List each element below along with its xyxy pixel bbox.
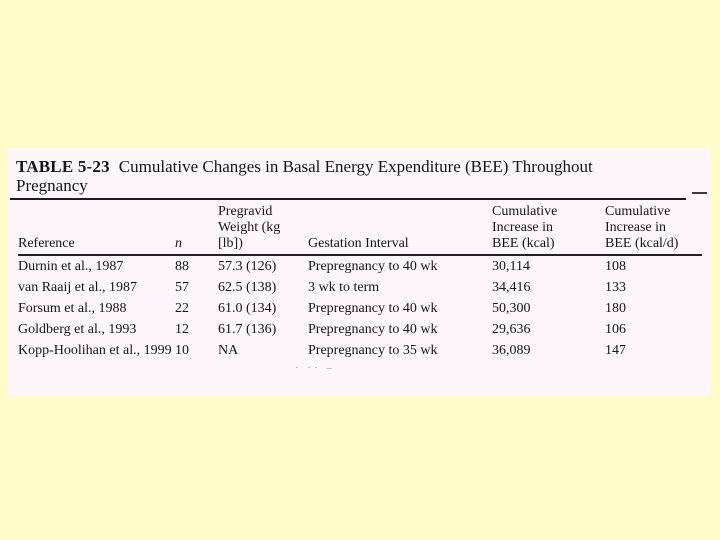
table-header: Reference n Pregravid Weight (kg [lb]) G… — [18, 200, 702, 256]
table-title-text: Cumulative Changes in Basal Energy Expen… — [16, 157, 593, 195]
cell-bee-kcal: 34,416 — [492, 280, 531, 295]
cell-n: 10 — [175, 343, 189, 358]
column-header-gestation-interval: Gestation Interval — [308, 200, 492, 256]
cell-reference: Kopp-Hoolihan et al., 1999 — [18, 343, 172, 358]
cell-gestation: Prepregnancy to 40 wk — [308, 259, 438, 274]
table-row: Forsum et al., 1988 22 61.0 (134) Prepre… — [18, 298, 702, 319]
cell-gestation: Prepregnancy to 40 wk — [308, 322, 438, 337]
cell-bee-kcald: 108 — [605, 259, 626, 274]
column-header-reference: Reference — [18, 200, 175, 256]
cell-bee-kcal: 50,300 — [492, 301, 531, 316]
cell-gestation: 3 wk to term — [308, 280, 380, 295]
cell-bee-kcald: 106 — [605, 322, 626, 337]
cell-n: 88 — [175, 259, 189, 274]
bee-data-table: Reference n Pregravid Weight (kg [lb]) G… — [18, 200, 702, 361]
title-rule-dash-artifact — [692, 192, 707, 194]
scan-noise-artifact: · ·· – — [295, 362, 335, 374]
cell-weight: 61.0 (134) — [218, 301, 277, 316]
cell-weight: 62.5 (138) — [218, 280, 277, 295]
table-header-row: Reference n Pregravid Weight (kg [lb]) G… — [18, 200, 702, 256]
table-row: Goldberg et al., 1993 12 61.7 (136) Prep… — [18, 319, 702, 340]
cell-reference: van Raaij et al., 1987 — [18, 280, 137, 295]
scanned-table-panel: TABLE 5-23 Cumulative Changes in Basal En… — [8, 148, 710, 395]
table-row: Kopp-Hoolihan et al., 1999 10 NA Prepreg… — [18, 340, 702, 361]
column-header-n: n — [175, 200, 218, 256]
cell-gestation: Prepregnancy to 35 wk — [308, 343, 438, 358]
table-row: van Raaij et al., 1987 57 62.5 (138) 3 w… — [18, 277, 702, 298]
cell-bee-kcald: 147 — [605, 343, 626, 358]
cell-bee-kcal: 29,636 — [492, 322, 531, 337]
cell-reference: Durnin et al., 1987 — [18, 259, 124, 274]
table-body: Durnin et al., 1987 88 57.3 (126) Prepre… — [18, 255, 702, 361]
column-header-cumulative-bee-kcald: Cumulative Increase in BEE (kcal/d) — [605, 200, 702, 256]
table-row: Durnin et al., 1987 88 57.3 (126) Prepre… — [18, 255, 702, 277]
cell-n: 12 — [175, 322, 189, 337]
table-number-label: TABLE 5-23 — [16, 157, 110, 176]
cell-weight: 61.7 (136) — [218, 322, 277, 337]
column-header-cumulative-bee-kcal: Cumulative Increase in BEE (kcal) — [492, 200, 605, 256]
cell-reference: Goldberg et al., 1993 — [18, 322, 137, 337]
cell-bee-kcald: 133 — [605, 280, 626, 295]
cell-bee-kcal: 36,089 — [492, 343, 531, 358]
cell-bee-kcald: 180 — [605, 301, 626, 316]
table-title: TABLE 5-23 Cumulative Changes in Basal En… — [16, 157, 656, 195]
cell-bee-kcal: 30,114 — [492, 259, 530, 274]
title-rule-divider — [10, 198, 686, 200]
cell-n: 57 — [175, 280, 189, 295]
cell-weight: NA — [218, 343, 239, 358]
column-header-pregravid-weight: Pregravid Weight (kg [lb]) — [218, 200, 308, 256]
cell-n: 22 — [175, 301, 189, 316]
cell-weight: 57.3 (126) — [218, 259, 277, 274]
cell-reference: Forsum et al., 1988 — [18, 301, 127, 316]
cell-gestation: Prepregnancy to 40 wk — [308, 301, 438, 316]
